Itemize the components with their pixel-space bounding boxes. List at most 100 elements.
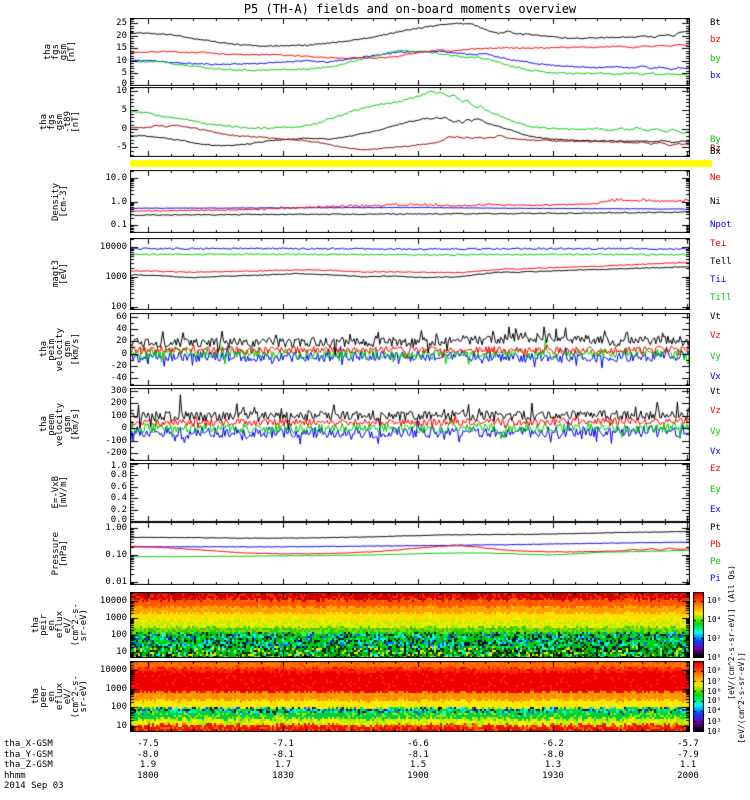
legend-label-Vz: Vz <box>710 406 721 417</box>
y-tick-label: 0.10 <box>105 549 127 560</box>
bottom-row-value: 1900 <box>407 770 429 781</box>
legend-label-Pe: Pe <box>710 556 721 567</box>
y-tick-label: 1.00 <box>105 522 127 533</box>
date-label: 2014 Sep 03 <box>4 781 64 791</box>
panel-ylabel-line: [km/s] <box>71 408 81 441</box>
y-tick-label: -200 <box>105 448 127 459</box>
colorbar-tick-label: 10⁵ <box>707 696 722 706</box>
panel-efield <box>130 463 690 522</box>
colorbar-tick-label: 10⁶ <box>707 596 722 606</box>
panel-ylabel-fgs-gsm: tha fgs gsm [nT] <box>26 18 94 86</box>
y-tick-label: 0 <box>121 79 127 89</box>
colorbar-tick-label: 10⁴ <box>707 706 722 716</box>
bottom-row-value: -7.9 <box>677 749 699 760</box>
panel-ylabel-pressure: Pressure [nPa] <box>26 522 94 585</box>
bottom-row-value: -5.7 <box>677 739 699 749</box>
y-tick-label: 10.0 <box>105 172 127 183</box>
legend-label-Bx: Bx <box>710 147 721 158</box>
legend-label-Ti: Ti⊥ <box>710 274 727 285</box>
legend-label-Bt: Bt <box>710 18 721 29</box>
legend-label-Vy: Vy <box>710 351 721 362</box>
y-tick-label: 10 <box>116 86 127 97</box>
colorbar-tick-label: 10² <box>707 633 722 643</box>
y-tick-label: 10000 <box>99 242 127 253</box>
colorbar-tick-label: 10² <box>707 727 722 736</box>
panel-fgs-gsm <box>130 18 690 86</box>
y-tick-label: 100 <box>110 702 127 713</box>
colorbar-peir-spec <box>693 592 704 658</box>
y-tick-label: 20 <box>116 30 127 41</box>
y-tick-label: 0.4 <box>110 493 127 504</box>
legend-label-Vy: Vy <box>710 426 721 437</box>
legend-label-bz: bz <box>710 35 721 46</box>
legend-label-Till: Till <box>710 292 732 303</box>
y-tick-label: 0.1 <box>110 220 127 231</box>
y-tick-label: 1000 <box>105 272 127 283</box>
bottom-row-label-hhmm: hhmm <box>4 770 26 781</box>
colorbar-tick-label: 10⁴ <box>707 615 722 625</box>
y-tick-label: 0.2 <box>110 504 127 515</box>
y-tick-label: 10 <box>116 720 127 731</box>
y-tick-label: 25 <box>116 18 127 29</box>
y-tick-label: -5 <box>116 142 127 153</box>
y-tick-label: 5 <box>121 104 127 115</box>
bottom-row-value: -6.2 <box>542 739 564 749</box>
legend-label-Vx: Vx <box>710 446 721 457</box>
y-tick-label: 1000 <box>105 683 127 694</box>
colorbar-unit-label: [eV/(cm^2-s-sr-eV)] <box>737 652 746 744</box>
bottom-row-value: 2000 <box>677 770 699 781</box>
y-tick-label: 100 <box>110 301 127 312</box>
panel-peer-spec <box>130 661 690 732</box>
y-tick-label: 0 <box>121 123 127 134</box>
panel-ylabel-peem-velocity: tha peem velocity gsm [km/s] <box>26 388 94 461</box>
panel-ylabel-line: [eV] <box>59 263 69 285</box>
bottom-row-value: 1.7 <box>274 760 292 770</box>
y-tick-label: 40 <box>116 323 127 334</box>
y-tick-label: 10 <box>116 647 127 658</box>
colorbar-peer-spec <box>693 661 704 732</box>
colorbar-unit-label: [eV/(cm^2-s-sr-eV)] (All Qs) <box>727 565 736 700</box>
bottom-row-value: 1.3 <box>544 760 562 770</box>
bottom-row-label-thaZGSM: tha_Z-GSM <box>4 760 53 770</box>
panel-fgs-gsm-t89 <box>130 87 690 157</box>
y-tick-label: 15 <box>116 43 127 54</box>
bottom-row-value: 1.9 <box>139 760 157 770</box>
bottom-row-value: 1.5 <box>409 760 427 770</box>
panel-ylabel-line: [km/s] <box>71 333 81 366</box>
bottom-row-value: -6.6 <box>407 739 429 749</box>
y-tick-label: 1000 <box>105 612 127 623</box>
bottom-row-value: -7.1 <box>272 739 294 749</box>
panel-ylabel-line: [mV/m] <box>59 476 69 509</box>
y-tick-label: 10000 <box>99 665 127 676</box>
legend-label-Bz: Bz <box>710 143 721 154</box>
bottom-row-value: -8.0 <box>137 749 159 760</box>
panel-ylabel-line: [nT] <box>71 111 81 133</box>
y-tick-label: 100 <box>110 410 127 421</box>
bottom-row-label-thaXGSM: tha_X-GSM <box>4 739 53 749</box>
y-tick-label: 0.01 <box>105 576 127 587</box>
y-tick-label: 10 <box>116 55 127 66</box>
panel-peem-velocity <box>130 388 690 461</box>
bottom-row-value: -7.5 <box>137 739 159 749</box>
legend-label-Pt: Pt <box>710 523 721 534</box>
legend-label-Ey: Ey <box>710 484 721 495</box>
panel-ylabel-density: Density [cm-3] <box>26 170 94 233</box>
bottom-row-value: 1800 <box>137 770 159 781</box>
bottom-row-value: -8.0 <box>542 749 564 760</box>
status-bar <box>130 160 712 167</box>
panel-ylabel-efield: E=-VxB [mV/m] <box>26 463 94 522</box>
y-tick-label: -100 <box>105 435 127 446</box>
legend-label-Ex: Ex <box>710 505 721 516</box>
bottom-row-label-thaYGSM: tha_Y-GSM <box>4 749 53 760</box>
panel-pressure <box>130 522 690 585</box>
y-tick-label: 300 <box>110 386 127 396</box>
colorbar-tick-label: 10⁰ <box>707 653 722 662</box>
panel-ylabel-line: [cm-3] <box>59 185 69 218</box>
y-tick-label: 10000 <box>99 595 127 606</box>
panel-ylabel-peer-spec: tha peer en eflux eV/(cm^2-s-sr-eV) <box>26 661 94 732</box>
y-tick-label: -20 <box>110 360 127 371</box>
colorbar-tick-label: 10⁷ <box>707 676 722 686</box>
bottom-row-value: -8.1 <box>272 749 294 760</box>
legend-label-Vz: Vz <box>710 331 721 342</box>
